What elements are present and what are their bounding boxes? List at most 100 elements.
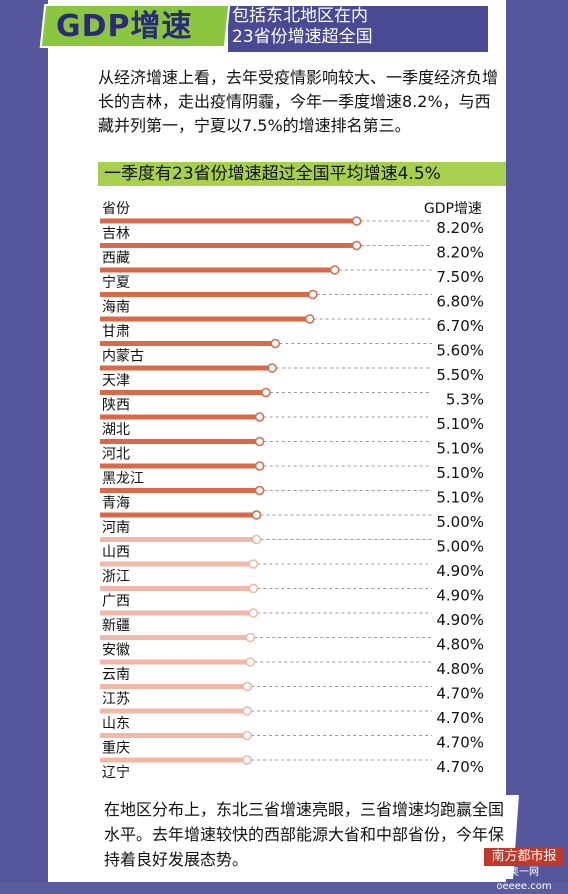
value-label: 5.10% <box>436 415 484 433</box>
value-label: 6.70% <box>436 317 484 335</box>
bar-江苏 <box>100 684 248 689</box>
bar-陕西 <box>100 390 266 395</box>
province-label: 黑龙江 <box>102 471 144 487</box>
bar-end-marker <box>254 436 265 447</box>
subtitle-banner <box>228 6 488 52</box>
value-label: 4.70% <box>436 734 484 752</box>
value-label: 7.50% <box>436 268 484 286</box>
bar-宁夏 <box>100 267 335 273</box>
page-title: GDP增速 <box>56 9 193 44</box>
bar-河南 <box>100 512 257 518</box>
bar-end-marker <box>351 216 362 226</box>
value-label: 4.90% <box>436 587 484 605</box>
bar-重庆 <box>100 733 248 738</box>
bar-海南 <box>100 292 313 297</box>
site-logo: 奥一网oeeee.com <box>496 867 552 892</box>
province-label: 广西 <box>102 594 130 610</box>
bar-end-marker <box>245 632 255 643</box>
province-label: 吉林 <box>102 226 130 242</box>
bar-end-marker <box>242 730 252 741</box>
value-label: 5.00% <box>436 513 484 531</box>
bar-天津 <box>100 365 273 371</box>
bar-吉林 <box>100 218 357 224</box>
province-label: 辽宁 <box>102 764 130 781</box>
value-label: 4.90% <box>436 611 484 629</box>
province-label: 青海 <box>102 496 130 512</box>
province-label: 西藏 <box>102 251 130 267</box>
province-label: 宁夏 <box>102 274 130 291</box>
value-label: 5.3% <box>446 391 484 409</box>
value-label: 4.70% <box>436 758 484 776</box>
province-label: 湖北 <box>102 422 130 438</box>
province-label: 河北 <box>102 447 130 463</box>
column-header-gdp-growth: GDP增速 <box>424 201 482 217</box>
value-label: 4.80% <box>436 660 484 678</box>
bar-end-marker <box>308 289 318 300</box>
bar-end-marker <box>251 510 262 520</box>
province-label: 新疆 <box>102 618 130 634</box>
value-label: 8.20% <box>436 219 484 237</box>
bar-end-marker <box>248 583 259 594</box>
bar-end-marker <box>251 534 262 545</box>
province-label: 安徽 <box>102 643 130 659</box>
province-label: 重庆 <box>102 741 130 757</box>
province-label: 甘肃 <box>102 324 130 340</box>
bar-end-marker <box>242 755 252 765</box>
province-label: 海南 <box>102 300 130 316</box>
bar-西藏 <box>100 243 357 248</box>
footer-paragraph: 在地区分布上，东北三省增速亮眼，三省增速均跑赢全国水平。去年增速较快的西部能源大… <box>104 800 505 869</box>
value-label: 4.70% <box>436 685 484 703</box>
bar-甘肃 <box>100 316 310 322</box>
bar-黑龙江 <box>100 463 260 469</box>
bar-end-marker <box>304 314 315 324</box>
value-label: 8.20% <box>436 244 484 262</box>
value-label: 5.10% <box>436 440 484 458</box>
bar-end-marker <box>254 412 265 422</box>
province-label: 江苏 <box>102 692 130 708</box>
province-label: 内蒙古 <box>102 349 144 365</box>
bar-云南 <box>100 659 251 665</box>
subtitle: 包括东北地区在内 23省份增速超全国 <box>232 6 373 48</box>
bar-浙江 <box>100 561 254 567</box>
bar-山东 <box>100 708 248 714</box>
bar-end-marker <box>242 681 252 692</box>
province-label: 天津 <box>102 373 130 389</box>
subtitle-line-1: 包括东北地区在内 <box>232 6 368 26</box>
bar-end-marker <box>254 485 265 496</box>
value-label: 5.10% <box>436 464 484 482</box>
bar-end-marker <box>270 338 281 349</box>
province-label: 陕西 <box>102 398 130 414</box>
bar-end-marker <box>242 706 252 716</box>
bar-end-marker <box>248 608 259 618</box>
bar-end-marker <box>351 240 362 251</box>
province-label: 浙江 <box>102 569 130 585</box>
value-label: 6.80% <box>436 293 484 311</box>
bar-青海 <box>100 488 260 493</box>
highlight-text: 一季度有23省份增速超过全国平均增速4.5% <box>104 164 441 184</box>
highlight-banner: 一季度有23省份增速超过全国平均增速4.5% <box>98 162 506 186</box>
bar-内蒙古 <box>100 341 276 346</box>
column-header-province: 省份 <box>102 201 130 217</box>
newspaper-logo: 南方都市报 <box>484 848 564 866</box>
value-label: 5.50% <box>436 366 484 384</box>
bar-end-marker <box>267 363 277 373</box>
left-border <box>0 0 48 882</box>
intro-paragraph: 从经济增速上看，去年受疫情影响较大、一季度经济负增长的吉林，走出疫情阴霾，今年一… <box>98 68 499 135</box>
bar-安徽 <box>100 635 251 640</box>
bar-辽宁 <box>100 757 248 763</box>
bar-山西 <box>100 537 257 542</box>
right-border <box>506 0 568 882</box>
value-label: 5.10% <box>436 489 484 507</box>
bar-end-marker <box>330 265 340 275</box>
bar-end-marker <box>261 387 271 398</box>
bar-end-marker <box>245 657 255 667</box>
value-label: 4.90% <box>436 562 484 580</box>
province-label: 山西 <box>102 545 130 561</box>
value-label: 4.80% <box>436 636 484 654</box>
bar-河北 <box>100 439 260 444</box>
province-label: 河南 <box>102 520 130 536</box>
bar-广西 <box>100 586 254 591</box>
province-label: 云南 <box>102 667 130 683</box>
value-label: 4.70% <box>436 709 484 727</box>
value-label: 5.00% <box>436 538 484 556</box>
